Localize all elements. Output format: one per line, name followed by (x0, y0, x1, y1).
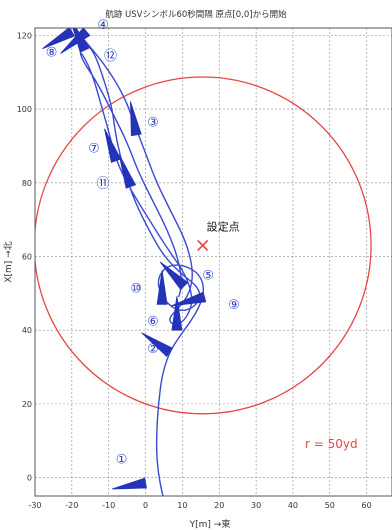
x-tick-label: 20 (214, 501, 224, 510)
usv-symbol (141, 332, 173, 358)
range-circle-group (35, 76, 372, 415)
symbol-number-label: ⑨ (228, 298, 240, 313)
usv-symbols (42, 28, 207, 490)
usv-symbol (118, 154, 137, 189)
symbol-number-label: ⑥ (147, 314, 159, 329)
usv-symbol (156, 270, 168, 305)
symbol-number-label: ⑫ (104, 49, 117, 64)
x-tick-label: 40 (288, 501, 298, 510)
symbol-number-label: ⑦ (88, 141, 100, 156)
usv-symbol (171, 296, 183, 331)
radius-label: r = 50yd (305, 437, 358, 451)
usv-symbol (69, 28, 90, 53)
x-tick-label: -30 (28, 501, 41, 510)
plot-frame (34, 27, 392, 497)
usv-symbol (111, 477, 147, 490)
usv-symbol (171, 291, 207, 307)
x-tick-label: 0 (143, 501, 148, 510)
symbol-labels: r = 50yd ① ② ⑥ ⑩ ⑤⑨ ⑪ ⑦ ③ ④ ⑧ ⑫ (46, 18, 358, 468)
symbol-number-label: ① (116, 453, 128, 468)
chart-title: 航跡 USVシンボル60秒間隔 原点[0,0]から開始 (105, 9, 287, 20)
y-tick-label: 20 (22, 400, 32, 409)
usv-symbol (159, 261, 189, 291)
usv-symbol (104, 128, 122, 163)
set-point-group: 設定点 (197, 219, 240, 251)
symbol-number-label: ④ (97, 18, 109, 33)
y-tick-label: 100 (17, 105, 32, 114)
x-tick-label: 30 (251, 501, 261, 510)
plot-area (35, 28, 392, 496)
symbol-number-label: ⑤ (202, 268, 214, 283)
x-tick-label: 60 (362, 501, 372, 510)
usv-symbol (42, 28, 75, 50)
usv-symbol (60, 28, 91, 54)
symbol-number-label: ⑧ (46, 45, 58, 60)
x-tick-label: -20 (65, 501, 78, 510)
symbol-number-label: ② (147, 342, 159, 357)
range-circle (35, 76, 372, 415)
usv-symbol (129, 101, 142, 137)
set-point-marker (197, 239, 209, 251)
x-tick-label: 10 (177, 501, 187, 510)
x-tick-label: -10 (102, 501, 115, 510)
y-tick-label: 120 (17, 31, 32, 40)
symbol-number-label: ⑩ (131, 281, 143, 296)
x-axis-label: Y[m] →東 (189, 518, 231, 530)
axis-ticks: -30 -20 -10 0 10 20 30 40 50 60 0 20 40 60 80 100 120 (17, 31, 372, 510)
symbol-number-label: ③ (147, 115, 159, 130)
set-point-label: 設定点 (207, 219, 240, 233)
x-tick-label: 50 (325, 501, 335, 510)
y-tick-label: 0 (27, 474, 32, 483)
y-axis-label: X[m] →北 (3, 241, 14, 282)
y-tick-label: 60 (22, 252, 32, 261)
y-tick-label: 40 (22, 326, 32, 335)
track-line (72, 28, 204, 496)
y-tick-label: 80 (22, 179, 32, 188)
symbol-number-label: ⑪ (97, 176, 110, 191)
track-group (72, 28, 204, 496)
